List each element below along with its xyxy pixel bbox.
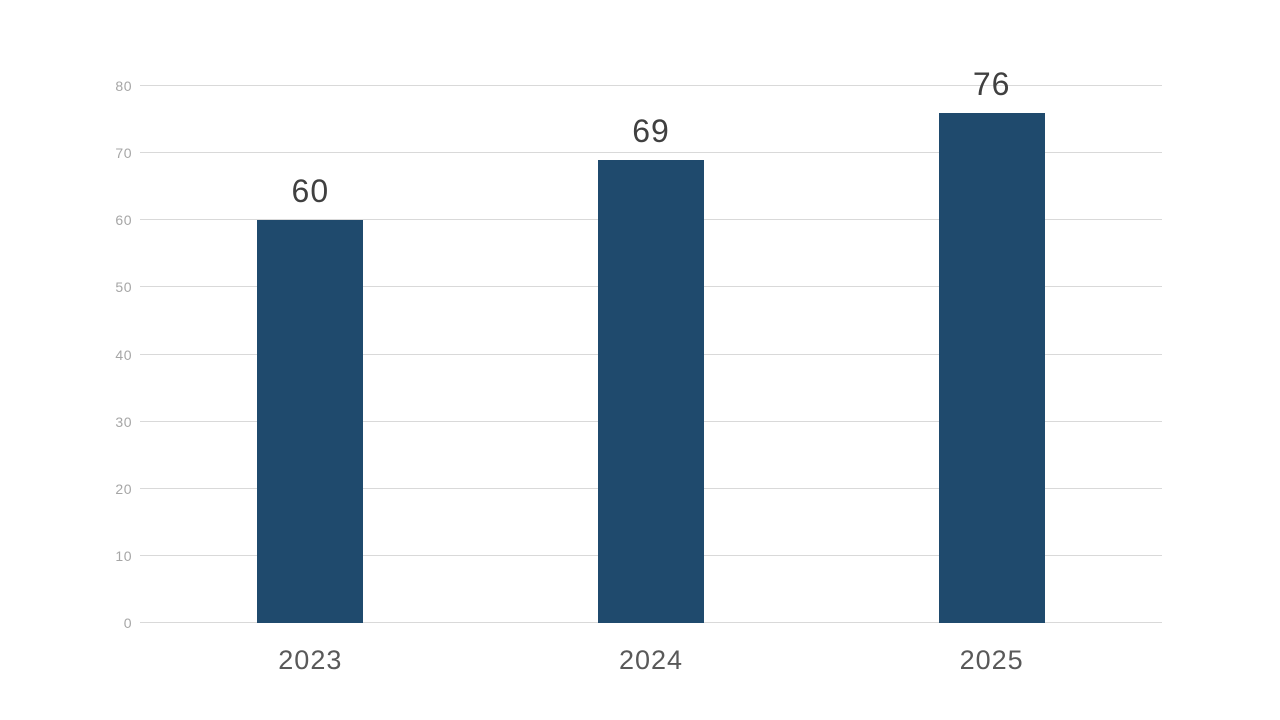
- y-tick-label-10: 10: [115, 547, 132, 564]
- bar-2025: [938, 112, 1045, 623]
- y-tick-label-60: 60: [115, 212, 132, 229]
- bar-2024: [598, 159, 704, 623]
- x-axis-label-2025: 2025: [959, 645, 1024, 675]
- y-tick-label-0: 0: [123, 615, 132, 631]
- gridline-80: [140, 85, 1162, 86]
- bar-value-label-2023: 60: [291, 173, 330, 210]
- y-tick-label-70: 70: [115, 145, 132, 162]
- bar-value-label-2024: 69: [632, 112, 670, 149]
- bar-value-label-2025: 76: [972, 65, 1011, 102]
- bar-2023: [257, 220, 364, 623]
- y-tick-label-30: 30: [115, 413, 132, 430]
- plot-area: 60 69 76: [140, 66, 1162, 623]
- y-tick-label-20: 20: [115, 480, 132, 497]
- x-axis-label-2023: 2023: [278, 645, 343, 675]
- y-tick-label-50: 50: [115, 279, 132, 296]
- gridline-70: [140, 152, 1162, 154]
- x-axis-label-2024: 2024: [618, 645, 684, 675]
- y-tick-label-80: 80: [115, 78, 132, 94]
- y-tick-label-40: 40: [115, 346, 132, 363]
